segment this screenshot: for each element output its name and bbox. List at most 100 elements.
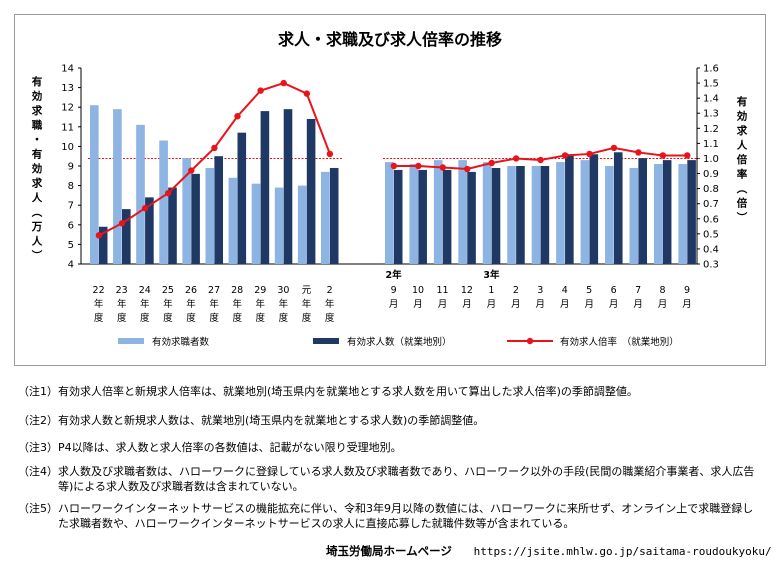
- bar-seekers: [629, 167, 639, 264]
- bar-openings: [237, 132, 247, 264]
- right-tick-label: 0.9: [703, 169, 719, 180]
- right-tick-label: 0.7: [703, 199, 719, 210]
- bar-openings: [283, 109, 293, 264]
- bar-seekers: [458, 160, 467, 264]
- right-tick-label: 0.5: [703, 229, 719, 240]
- bar-openings: [491, 167, 501, 264]
- ratio-point: [586, 150, 593, 158]
- bar-seekers: [113, 109, 122, 264]
- left-tick-label: 5: [68, 240, 74, 251]
- bar-seekers: [182, 158, 191, 264]
- bar-openings: [122, 209, 131, 264]
- note-text: 有効求人倍率と新規求人倍率は、就業地別(埼玉県内を就業地とする求人数を用いて算出…: [58, 385, 638, 398]
- left-axis-label: 有効求職・有効求人︵万人︶: [31, 75, 43, 262]
- ratio-point: [141, 205, 149, 212]
- bar-openings: [393, 169, 403, 264]
- bar-openings: [540, 166, 550, 264]
- footer-url[interactable]: https://jsite.mhlw.go.jp/saitama-roudouk…: [473, 545, 772, 558]
- bar-openings: [565, 154, 574, 264]
- bar-openings: [467, 171, 476, 264]
- left-tick-label: 6: [68, 220, 74, 231]
- bar-openings: [191, 173, 200, 264]
- x-tick-label: 26 年度: [185, 285, 197, 324]
- ratio-point: [561, 152, 569, 159]
- bar-openings: [638, 158, 647, 264]
- x-tick-label: 24 年度: [139, 285, 151, 324]
- x-tick-label: 28 年度: [231, 285, 243, 324]
- bar-seekers: [251, 183, 261, 264]
- bar-openings: [418, 169, 427, 264]
- right-tick-label: 1.6: [703, 64, 719, 75]
- bar-openings: [516, 166, 525, 264]
- bar-seekers: [159, 140, 168, 264]
- bar-openings: [613, 152, 623, 264]
- left-tick-label: 10: [61, 142, 74, 153]
- footer: 埼玉労働局ホームページ https://jsite.mhlw.go.jp/sai…: [326, 543, 772, 559]
- left-tick-label: 7: [68, 201, 74, 212]
- legend-swatch-openings: [313, 338, 339, 344]
- x-tick-label: 12 月: [461, 285, 473, 310]
- bar-seekers: [653, 164, 663, 264]
- bar-openings: [306, 118, 316, 265]
- ratio-point: [95, 232, 103, 239]
- ratio-point: [326, 150, 334, 158]
- right-tick-label: 0.4: [703, 244, 719, 255]
- ratio-point: [234, 113, 241, 120]
- right-tick-label: 0.8: [703, 184, 719, 195]
- bar-openings: [214, 156, 223, 264]
- bar-seekers: [205, 167, 215, 264]
- ratio-point: [257, 87, 264, 94]
- x-year-label: 3年: [483, 269, 500, 281]
- ratio-point: [280, 79, 287, 87]
- ratio-point: [610, 144, 618, 152]
- note-tag: （注1）: [18, 385, 58, 398]
- bar-seekers: [482, 162, 492, 264]
- bar-openings: [329, 167, 339, 264]
- x-year-label: 2年: [386, 269, 403, 281]
- bar-seekers: [531, 166, 541, 264]
- ratio-point: [188, 167, 195, 174]
- bar-seekers: [136, 124, 145, 264]
- note-tag: （注5）: [18, 502, 58, 515]
- x-tick-label: 元年度: [302, 285, 312, 324]
- left-tick-label: 14: [61, 64, 74, 75]
- right-tick-label: 1.1: [703, 139, 719, 150]
- note-tag: （注4）: [18, 465, 58, 478]
- x-tick-label: 2 年度: [325, 285, 335, 324]
- ratio-point: [118, 220, 126, 227]
- ratio-point: [390, 162, 398, 170]
- legend-marker-ratio: [526, 337, 534, 345]
- ratio-point: [684, 152, 691, 159]
- x-tick-label: 27 年度: [208, 285, 220, 324]
- bar-seekers: [433, 160, 443, 264]
- legend-swatch-seekers: [118, 338, 144, 344]
- note-tag: （注3）: [18, 441, 58, 454]
- right-tick-label: 0.6: [703, 214, 719, 225]
- ratio-point: [464, 165, 471, 173]
- bar-seekers: [228, 177, 238, 264]
- ratio-point: [303, 90, 310, 97]
- chart-frame: 求人・求職及び求人倍率の推移 4 5 6 7 8 9 10 11 12 13 14 0.3 0.4 0.5 0…: [14, 14, 766, 366]
- right-tick-label: 1.2: [703, 124, 719, 135]
- footer-org: 埼玉労働局ホームページ: [326, 544, 452, 558]
- x-tick-label: 29 年度: [254, 285, 266, 324]
- bar-openings: [687, 160, 696, 264]
- note-text: P4以降は、求人数と求人倍率の各数値は、記載がない限り受理地別。: [58, 441, 402, 454]
- bar-seekers: [385, 162, 394, 264]
- chart-title: 求人・求職及び求人倍率の推移: [278, 30, 502, 49]
- ratio-point: [439, 164, 446, 171]
- bar-seekers: [90, 105, 99, 265]
- left-tick-label: 12: [61, 103, 74, 114]
- x-tick-label: 30 年度: [277, 285, 289, 324]
- ratio-point: [537, 156, 544, 164]
- right-axis-label: 有効求人倍率︵倍︶: [736, 95, 748, 224]
- left-tick-label: 4: [68, 260, 74, 271]
- bar-seekers: [556, 162, 565, 264]
- right-tick-label: 0.3: [703, 260, 719, 271]
